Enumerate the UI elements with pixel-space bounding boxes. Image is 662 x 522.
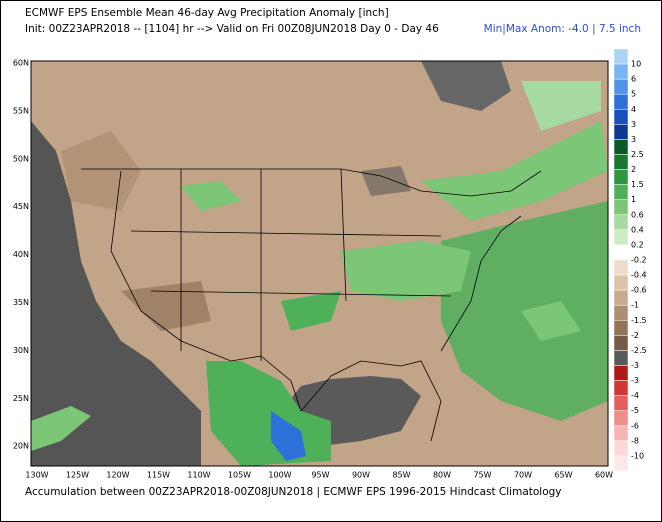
colorbar-label: 10: [631, 60, 641, 69]
init-line: Init: 00Z23APR2018 -- [1104] hr --> Vali…: [25, 23, 439, 35]
colorbar-swatch: [613, 124, 629, 140]
colorbar: 10 6 5 4 3 3 2.5 2 1.5 1 0.6 0.4 0.2 -0.2 -0.4 -0.6 -1 -1…: [613, 48, 647, 472]
colorbar-label: 1: [631, 195, 636, 204]
colorbar-label: -8: [631, 436, 639, 445]
colorbar-swatch: [613, 440, 629, 457]
lon-label: 85W: [392, 471, 410, 480]
lon-label: 65W: [554, 471, 572, 480]
lat-label: 40N: [13, 250, 29, 259]
colorbar-label: -1.5: [631, 316, 647, 325]
colorbar-label: 5: [631, 90, 636, 99]
colorbar-swatch: [613, 320, 629, 336]
colorbar-swatch: [613, 63, 629, 80]
lat-label: 20N: [13, 442, 29, 451]
colorbar-swatch: [613, 229, 629, 246]
lon-label: 125W: [66, 471, 89, 480]
colorbar-label: 2: [631, 165, 636, 174]
colorbar-label: -3: [631, 376, 639, 385]
colorbar-label: -6: [631, 421, 639, 430]
lon-labels: 130W 125W 120W 115W 110W 105W 100W 95W 90W 85W 80W…: [25, 471, 613, 480]
colorbar-label: -5: [631, 406, 639, 415]
lon-label: 115W: [147, 471, 170, 480]
colorbar-label: 2.5: [631, 150, 644, 159]
colorbar-swatch: [613, 184, 629, 200]
lon-label: 60W: [595, 471, 613, 480]
colorbar-label: -0.6: [631, 286, 647, 295]
colorbar-label: -1: [631, 301, 639, 310]
lon-label: 95W: [311, 471, 329, 480]
colorbar-label: -3: [631, 361, 639, 370]
lon-label: 80W: [433, 471, 451, 480]
colorbar-swatch: [613, 48, 629, 65]
lon-label: 70W: [514, 471, 532, 480]
colorbar-swatch: [613, 169, 629, 185]
colorbar-swatch: [613, 199, 629, 216]
colorbar-swatch: [613, 154, 629, 170]
colorbar-swatch: [613, 410, 629, 427]
colorbar-label: 6: [631, 75, 636, 84]
map: [30, 60, 609, 467]
colorbar-label: 1.5: [631, 180, 644, 189]
colorbar-label: 0.2: [631, 240, 644, 249]
footer: Accumulation between 00Z23APR2018-00Z08J…: [25, 486, 562, 498]
lat-label: 35N: [13, 298, 29, 307]
minmax: Min|Max Anom: -4.0 | 7.5 inch: [484, 23, 641, 35]
colorbar-swatch: [613, 274, 629, 291]
lat-label: 55N: [13, 106, 29, 115]
colorbar-label: 4: [631, 105, 636, 114]
colorbar-label: -2.5: [631, 346, 647, 355]
colorbar-label: -2: [631, 331, 639, 340]
lat-label: 45N: [13, 202, 29, 211]
colorbar-label: -10: [631, 451, 644, 460]
lon-label: 100W: [268, 471, 291, 480]
lon-label: 90W: [352, 471, 370, 480]
colorbar-label: -0.2: [631, 256, 647, 265]
colorbar-label: -0.4: [631, 271, 647, 280]
lat-label: 25N: [13, 394, 29, 403]
colorbar-swatch: [613, 455, 629, 472]
colorbar-label: 3: [631, 120, 636, 129]
lon-label: 130W: [25, 471, 48, 480]
colorbar-swatch: [613, 350, 629, 366]
lon-label: 120W: [106, 471, 129, 480]
colorbar-swatch: [613, 365, 629, 381]
lat-label: 30N: [13, 346, 29, 355]
colorbar-swatch: [613, 425, 629, 442]
colorbar-swatch: [613, 395, 629, 411]
colorbar-swatch: [613, 109, 629, 125]
colorbar-label: 0.6: [631, 210, 644, 219]
colorbar-swatch: [613, 139, 629, 155]
colorbar-swatch: [613, 380, 629, 396]
lat-label: 50N: [13, 154, 29, 163]
colorbar-label: 3: [631, 135, 636, 144]
title: ECMWF EPS Ensemble Mean 46-day Avg Preci…: [25, 7, 389, 19]
colorbar-swatch: [613, 214, 629, 231]
colorbar-swatch: [613, 335, 629, 351]
lat-labels: 60N 55N 50N 45N 40N 35N 30N 25N 20N: [13, 59, 29, 451]
colorbar-swatch: [613, 259, 629, 276]
colorbar-swatch: [613, 78, 629, 95]
lon-label: 110W: [187, 471, 210, 480]
colorbar-swatch: [613, 93, 629, 110]
colorbar-swatch: [613, 289, 629, 306]
colorbar-label: -4: [631, 391, 639, 400]
colorbar-swatch: [613, 304, 629, 321]
colorbar-label: 0.4: [631, 225, 644, 234]
lat-label: 60N: [13, 59, 29, 68]
colorbar-swatch: [613, 244, 629, 261]
lon-label: 105W: [228, 471, 251, 480]
lon-label: 75W: [473, 471, 491, 480]
